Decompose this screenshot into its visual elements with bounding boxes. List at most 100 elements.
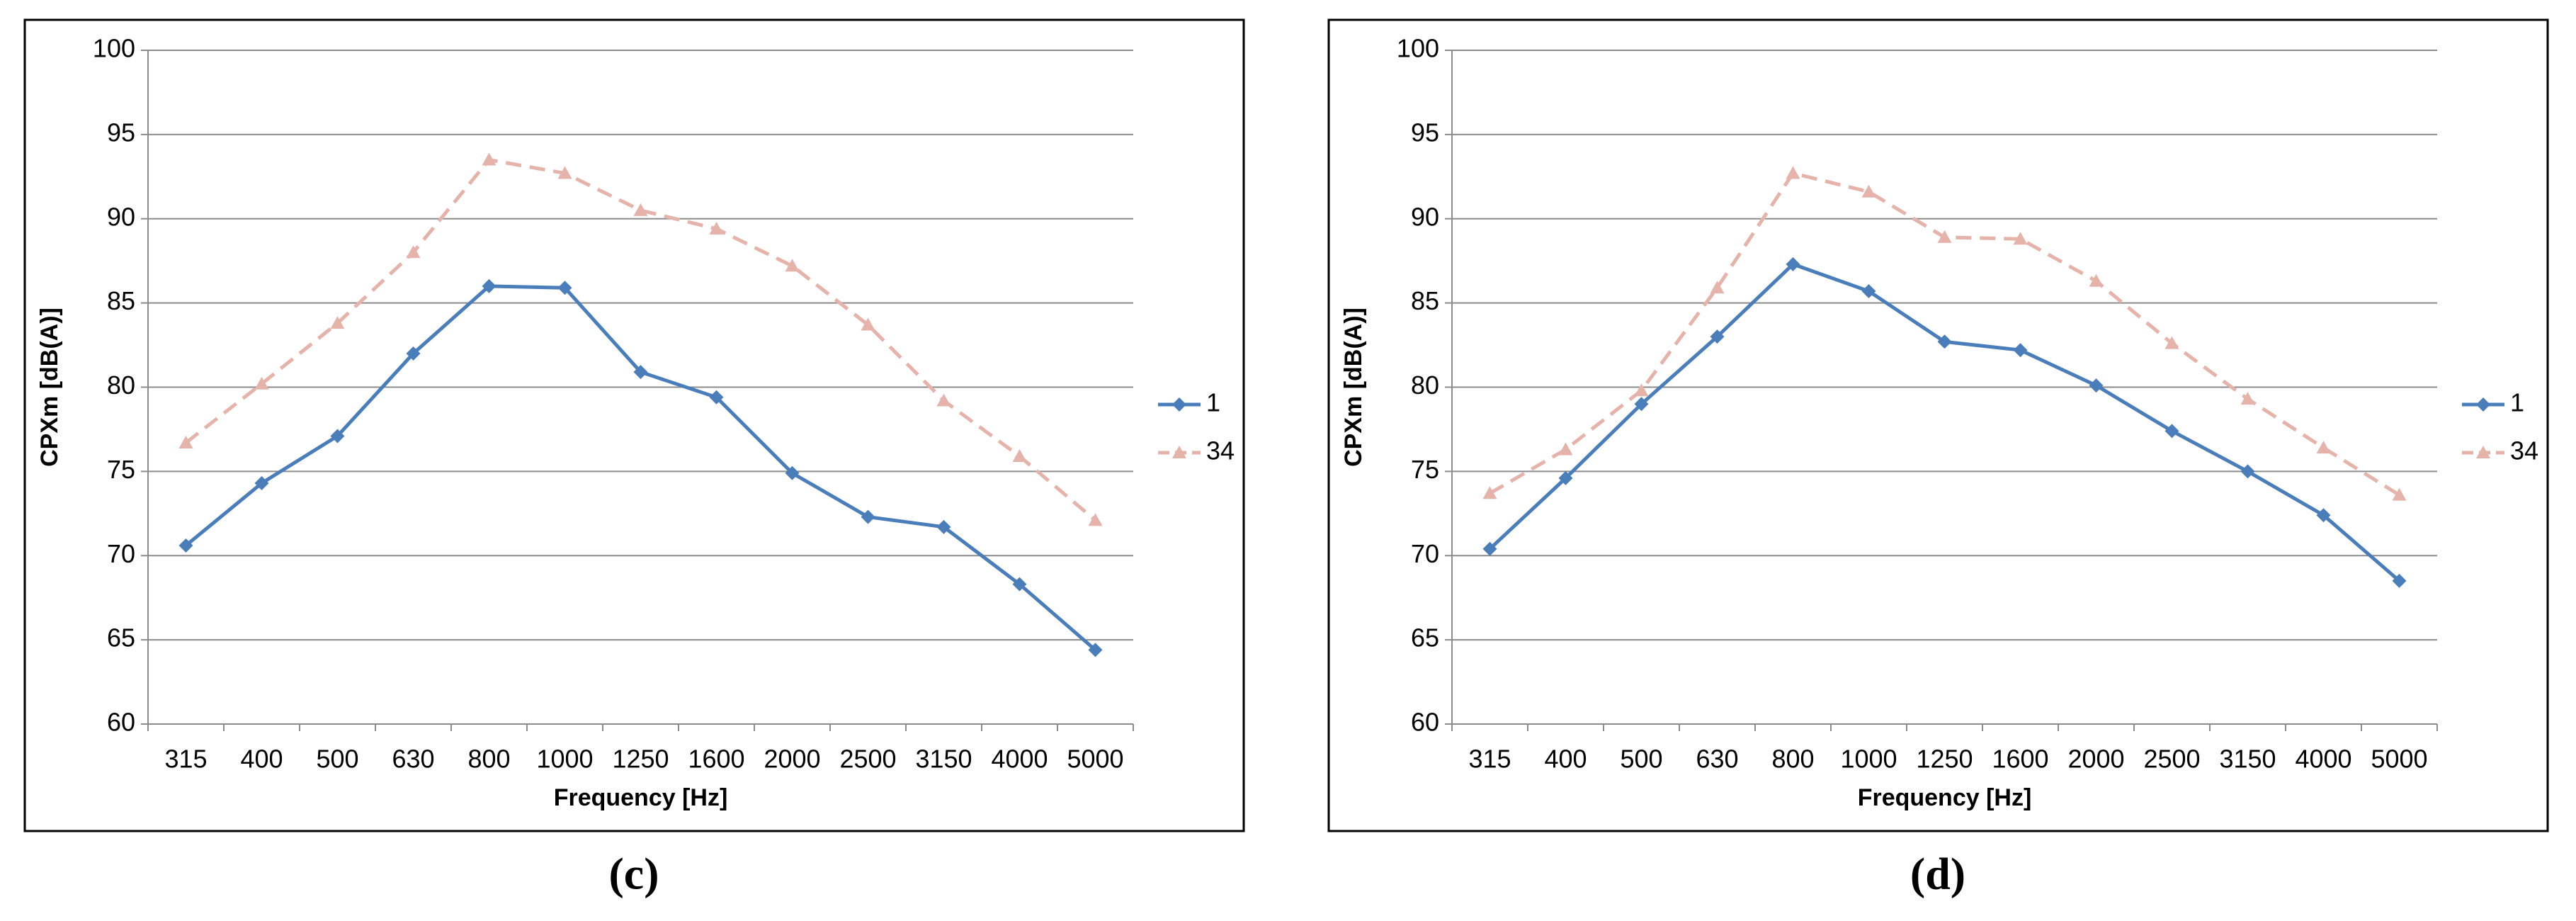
diamond-marker (2240, 464, 2255, 479)
diamond-marker (2089, 378, 2104, 393)
y-tick-label: 85 (1411, 286, 1439, 315)
x-tick-label: 5000 (2371, 745, 2427, 774)
y-tick-label: 65 (1411, 623, 1439, 652)
diamond-marker (2316, 508, 2331, 523)
triangle-marker (861, 317, 875, 331)
x-axis-label: Frequency [Hz] (554, 784, 728, 811)
triangle-marker (330, 316, 345, 329)
diamond-marker (178, 538, 193, 553)
triangle-marker (1482, 486, 1497, 499)
legend-label: 1 (2510, 388, 2524, 417)
diamond-marker (1088, 643, 1103, 657)
diamond-marker (1786, 256, 1800, 271)
x-tick-label: 1600 (688, 745, 744, 774)
series-line (1488, 262, 2401, 582)
diamond-marker (1172, 397, 1186, 412)
caption: (d) (1910, 849, 1965, 899)
diamond-marker (785, 465, 800, 480)
y-tick-label: 70 (1411, 539, 1439, 568)
series-line (184, 284, 1097, 652)
x-tick-label: 3150 (2219, 745, 2276, 774)
triangle-marker (1786, 166, 1800, 179)
y-tick-label: 75 (107, 455, 135, 484)
y-tick-label: 80 (107, 371, 135, 400)
diamond-marker (1634, 397, 1649, 412)
x-tick-label: 500 (1620, 745, 1662, 774)
x-tick-label: 800 (467, 745, 510, 774)
y-tick-label: 60 (1411, 708, 1439, 737)
y-tick-label: 65 (107, 623, 135, 652)
triangle-marker (1634, 383, 1649, 397)
diamond-marker (2476, 397, 2490, 412)
x-tick-label: 800 (1771, 745, 1814, 774)
triangle-marker (482, 152, 497, 166)
y-tick-label: 85 (107, 286, 135, 315)
y-tick-label: 95 (1411, 118, 1439, 147)
diamond-marker (1012, 577, 1027, 592)
diamond-marker (1861, 283, 1876, 298)
x-tick-label: 1000 (1840, 745, 1897, 774)
diamond-marker (709, 390, 724, 405)
diamond-marker (1558, 470, 1573, 485)
triangle-marker (2013, 232, 2028, 245)
x-tick-label: 630 (392, 745, 434, 774)
x-tick-label: 630 (1696, 745, 1738, 774)
diamond-marker (1710, 329, 1725, 344)
y-axis-label: CPXm [dB(A)] (36, 307, 63, 467)
y-tick-label: 95 (107, 118, 135, 147)
diamond-marker (482, 278, 497, 293)
x-tick-label: 2000 (764, 745, 820, 774)
x-tick-label: 1600 (1992, 745, 2048, 774)
triangle-marker (1172, 446, 1186, 458)
chart-frame (23, 18, 1245, 832)
x-tick-label: 1250 (1916, 745, 1973, 774)
x-tick-label: 3150 (915, 745, 972, 774)
y-tick-label: 90 (107, 202, 135, 231)
triangle-marker (2089, 273, 2104, 287)
y-axis-label: CPXm [dB(A)] (1340, 307, 1367, 467)
y-tick-label: 100 (1397, 34, 1439, 63)
triangle-marker (785, 259, 800, 272)
triangle-marker (254, 376, 269, 390)
triangle-marker (936, 393, 951, 407)
y-tick-label: 90 (1411, 202, 1439, 231)
x-tick-label: 500 (316, 745, 358, 774)
x-tick-label: 400 (1544, 745, 1587, 774)
diamond-marker (254, 476, 269, 491)
x-tick-label: 5000 (1067, 745, 1123, 774)
x-axis-label: Frequency [Hz] (1858, 784, 2032, 811)
triangle-marker (709, 222, 724, 235)
diamond-marker (2392, 573, 2407, 588)
x-tick-label: 315 (1468, 745, 1511, 774)
x-tick-label: 1250 (612, 745, 669, 774)
legend-label: 1 (1206, 388, 1220, 417)
diamond-marker (406, 346, 421, 361)
x-tick-label: 2000 (2067, 745, 2124, 774)
diamond-marker (1482, 541, 1497, 556)
x-tick-label: 400 (240, 745, 283, 774)
y-tick-label: 100 (93, 34, 135, 63)
y-tick-label: 60 (107, 708, 135, 737)
y-tick-label: 75 (1411, 455, 1439, 484)
diamond-marker (1937, 334, 1952, 349)
triangle-marker (2164, 336, 2179, 349)
y-tick-label: 80 (1411, 371, 1439, 400)
triangle-marker (1710, 281, 1725, 294)
diamond-marker (2013, 343, 2028, 358)
diamond-marker (633, 365, 648, 380)
triangle-marker (2476, 446, 2490, 458)
x-tick-label: 4000 (991, 745, 1048, 774)
triangle-marker (2316, 441, 2331, 454)
triangle-marker (1558, 442, 1573, 456)
triangle-marker (1861, 184, 1876, 198)
diamond-marker (330, 429, 345, 443)
triangle-marker (2392, 487, 2407, 501)
x-tick-label: 2500 (2143, 745, 2200, 774)
triangle-marker (406, 245, 421, 259)
caption: (c) (608, 849, 659, 899)
triangle-marker (557, 166, 572, 179)
